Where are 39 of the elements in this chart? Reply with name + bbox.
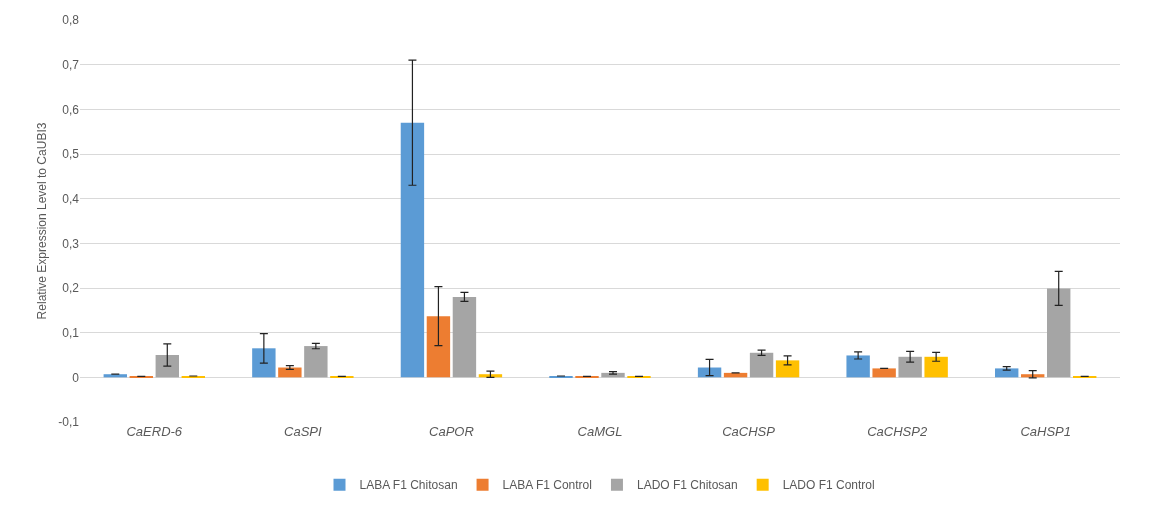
bar xyxy=(749,352,774,378)
bar xyxy=(775,360,800,378)
y-tick-label: 0,5 xyxy=(62,147,80,162)
legend-label: LADO F1 Chitosan xyxy=(636,478,738,493)
bar xyxy=(252,348,276,378)
bar xyxy=(278,367,302,378)
y-tick-label: 0,8 xyxy=(62,13,80,28)
bar xyxy=(304,346,328,378)
y-tick-label: 0,2 xyxy=(62,281,80,296)
legend-label: LABA F1 Chitosan xyxy=(359,478,458,493)
x-tick-label: CaHSP1 xyxy=(1020,424,1071,439)
x-tick-label: CaMGL xyxy=(577,424,623,439)
y-tick-label: 0,3 xyxy=(62,236,80,251)
legend-label: LADO F1 Control xyxy=(782,478,875,493)
x-tick-label: CaCHSP xyxy=(722,424,776,439)
bar xyxy=(400,122,425,378)
y-tick-label: 0,6 xyxy=(62,102,80,117)
y-tick-label: 0,1 xyxy=(62,325,80,340)
bar xyxy=(995,368,1019,378)
bar xyxy=(1021,374,1045,378)
bar xyxy=(1047,288,1071,378)
y-tick-label: -0,1 xyxy=(58,415,80,430)
bar xyxy=(478,374,503,378)
legend-label: LABA F1 Control xyxy=(502,478,592,493)
bar xyxy=(872,368,896,378)
bar xyxy=(155,355,179,378)
bar xyxy=(898,356,922,378)
x-tick-label: CaERD-6 xyxy=(126,424,183,439)
y-tick-label: 0 xyxy=(72,370,80,385)
bar xyxy=(846,355,870,378)
x-tick-label: CaCHSP2 xyxy=(867,424,928,439)
y-tick-label: 0,7 xyxy=(62,57,80,72)
bar xyxy=(924,356,948,378)
y-tick-label: 0,4 xyxy=(62,191,80,206)
bar xyxy=(426,316,451,378)
y-axis-title: Relative Expression Level to CaUBI3 xyxy=(35,122,49,320)
bar xyxy=(452,296,477,378)
x-tick-label: CaPOR xyxy=(429,424,474,439)
x-tick-label: CaSPI xyxy=(284,424,323,439)
